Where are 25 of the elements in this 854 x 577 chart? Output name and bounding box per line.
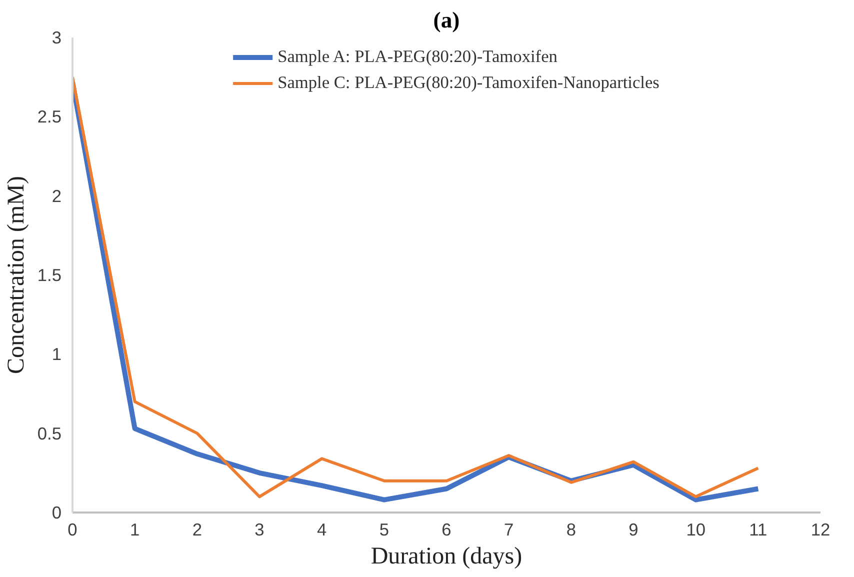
y-tick-label: 0 [52, 502, 62, 522]
y-tick-label: 0.5 [37, 423, 62, 444]
y-tick-label: 2 [52, 186, 62, 206]
x-tick-label: 12 [810, 520, 830, 540]
y-tick-label: 2.5 [37, 106, 62, 127]
x-tick-label: 6 [442, 520, 452, 540]
x-tick-label: 5 [379, 520, 389, 540]
y-tick-label: 3 [52, 28, 62, 48]
x-axis-title: Duration (days) [370, 544, 522, 570]
legend-label: Sample A: PLA-PEG(80:20)-Tamoxifen [278, 47, 558, 67]
x-tick-label: 11 [749, 520, 768, 540]
y-tick-label: 1 [52, 344, 62, 364]
x-tick-label: 7 [504, 520, 514, 540]
chart-title: (a) [433, 8, 460, 32]
x-tick-label: 2 [192, 520, 202, 540]
x-tick-label: 3 [254, 520, 264, 540]
x-tick-label: 10 [686, 520, 706, 540]
y-axis-title: Concentration (mM) [3, 176, 30, 374]
x-tick-label: 0 [68, 520, 78, 540]
y-tick-label: 1.5 [37, 265, 62, 285]
legend-label: Sample C: PLA-PEG(80:20)-Tamoxifen-Nanoparticles [278, 73, 660, 93]
x-tick-label: 4 [317, 520, 328, 540]
x-tick-label: 9 [628, 520, 638, 540]
x-tick-label: 8 [566, 520, 576, 540]
x-tick-label: 1 [130, 520, 140, 540]
